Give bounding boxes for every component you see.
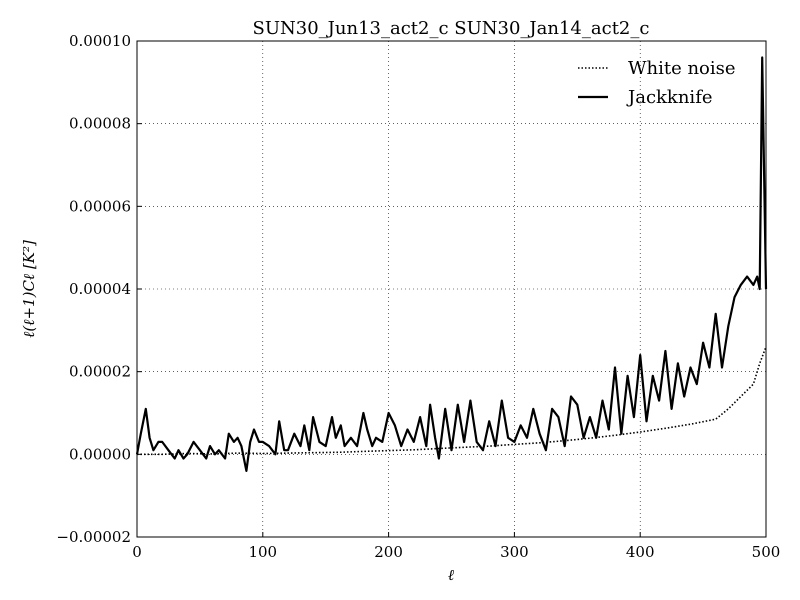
x-tick-label: 400 — [626, 543, 655, 561]
x-tick-label: 300 — [500, 543, 529, 561]
chart-title: SUN30_Jun13_act2_c SUN30_Jan14_act2_c — [253, 18, 650, 39]
x-tick-label: 500 — [752, 543, 781, 561]
y-tick-label: −0.00002 — [56, 528, 131, 546]
legend-label: Jackknife — [626, 87, 713, 108]
y-axis-label: ℓ(ℓ+1)Cℓ [K²] — [20, 240, 38, 338]
y-tick-label: 0.00002 — [69, 363, 131, 381]
gridlines — [136, 40, 767, 538]
y-tick-label: 0.00008 — [69, 115, 131, 133]
y-tick-label: 0.00006 — [69, 197, 131, 215]
plot-frame — [136, 40, 767, 538]
y-tick-label: 0.00000 — [69, 445, 131, 463]
x-tick-label: 200 — [374, 543, 403, 561]
legend: White noise Jackknife — [578, 58, 736, 108]
legend-label: White noise — [628, 58, 736, 79]
series-line-jackknife — [135, 56, 768, 472]
x-tick-label: 0 — [132, 543, 142, 561]
axis-ticks: 0 100 200 300 400 500 −0.00002 0.00000 0.00002 0.… — [56, 32, 780, 561]
y-tick-label: 0.00010 — [69, 32, 131, 50]
x-tick-label: 100 — [248, 543, 277, 561]
series-layer — [135, 56, 768, 472]
y-tick-label: 0.00004 — [69, 280, 131, 298]
x-axis-label: ℓ — [448, 566, 454, 584]
